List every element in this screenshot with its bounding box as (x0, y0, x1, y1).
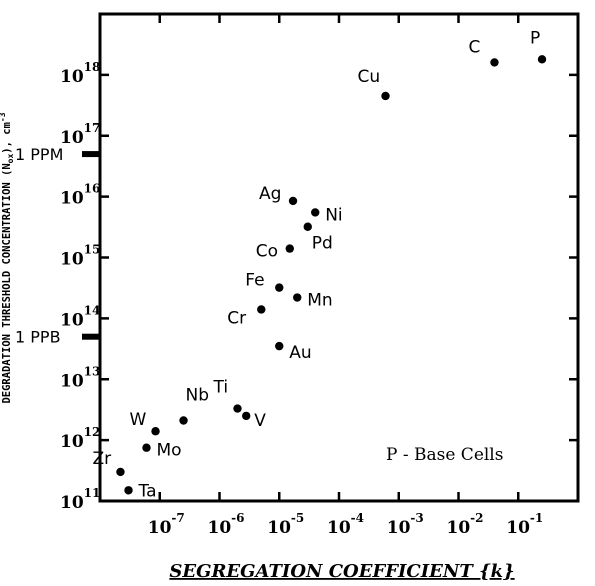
x-tick-exponent: -3 (410, 511, 423, 525)
y-tick-base: 10 (60, 493, 84, 513)
y-tick-exponent: 14 (84, 303, 101, 317)
point-label: Ag (259, 184, 281, 204)
x-tick-base: 10 (327, 518, 351, 538)
x-tick-exponent: -1 (530, 511, 543, 525)
y-tick-label: 1017 (60, 121, 100, 148)
data-point (288, 196, 298, 206)
axis-ticks (98, 14, 580, 503)
y-tick-label: 1014 (60, 303, 100, 330)
point-label: Nb (186, 386, 210, 406)
point-label: P (530, 28, 540, 48)
y-tick-exponent: 13 (84, 364, 101, 378)
data-point (303, 222, 312, 231)
data-point (257, 305, 266, 314)
x-tick-label: 10-7 (148, 511, 185, 538)
point-label: Au (289, 343, 311, 363)
x-tick-label: 10-6 (208, 511, 245, 538)
point-label: Cr (227, 308, 246, 328)
data-point (151, 427, 160, 436)
data-point (285, 244, 294, 253)
y-tick-label: 1016 (60, 182, 100, 209)
x-tick-labels: 10-7 10-6 10-5 10-4 10-3 10-2 10-1 (148, 511, 544, 538)
y-tick-exponent: 12 (84, 425, 101, 439)
x-axis-label: SEGREGATION COEFFICIENT {k} (169, 561, 514, 582)
data-point (275, 283, 284, 292)
data-point (490, 58, 499, 67)
reference-label: 1 PPM (15, 145, 63, 164)
x-tick-base: 10 (267, 518, 291, 538)
x-tick-label: 10-1 (506, 511, 543, 538)
y-tick-label: 1018 (60, 60, 100, 87)
y-tick-base: 10 (60, 310, 84, 330)
data-point (293, 293, 302, 302)
x-tick-exponent: -2 (470, 511, 483, 525)
x-tick-base: 10 (506, 518, 530, 538)
y-tick-label: 1013 (60, 364, 100, 391)
y-tick-base: 10 (60, 250, 84, 270)
reference-mark (82, 333, 100, 340)
point-label: Zr (92, 449, 111, 469)
x-tick-exponent: -6 (231, 511, 244, 525)
x-tick-exponent: -7 (171, 511, 184, 525)
y-tick-exponent: 17 (84, 121, 101, 135)
x-tick-exponent: -5 (291, 511, 304, 525)
point-label: Co (256, 242, 278, 262)
point-label: Ta (138, 481, 157, 501)
y-axis-label-sup: -3 (0, 112, 7, 122)
data-point (142, 443, 151, 452)
y-axis-label-suffix: ), cm (1, 122, 13, 154)
data-point (381, 91, 390, 101)
point-label: Fe (245, 271, 264, 291)
y-tick-label: 1012 (60, 425, 100, 452)
plot-frame (98, 12, 580, 503)
x-tick-base: 10 (387, 518, 411, 538)
point-label: C (468, 37, 480, 57)
x-tick-base: 10 (148, 518, 172, 538)
y-tick-base: 10 (60, 67, 84, 87)
data-point (242, 411, 251, 421)
x-tick-label: 10-3 (387, 511, 424, 538)
y-tick-exponent: 15 (84, 243, 101, 257)
reference-lines: 1 PPM 1 PPB (15, 145, 100, 347)
data-points: Ta Zr Mo W Nb Ti V Au Cr Fe Mn Co Pd Ni Ag Cu C P (92, 28, 547, 501)
point-label: W (130, 410, 147, 430)
y-tick-exponent: 18 (84, 60, 101, 74)
y-axis-label-sub: ox (6, 154, 15, 164)
point-label: Cu (357, 67, 380, 87)
x-tick-label: 10-2 (447, 511, 484, 538)
reference-label: 1 PPB (15, 328, 61, 347)
x-tick-exponent: -4 (351, 511, 364, 525)
point-label: Ti (212, 378, 228, 398)
y-tick-exponent: 11 (84, 486, 101, 500)
data-point (275, 341, 284, 351)
y-tick-exponent: 16 (84, 182, 101, 196)
annotation-text: P - Base Cells (386, 445, 503, 465)
y-tick-label: 1011 (60, 486, 100, 513)
data-point (233, 404, 242, 413)
y-axis-label-main: DEGRADATION THRESHOLD CONCENTRATION (N (1, 163, 13, 403)
x-tick-label: 10-5 (267, 511, 304, 538)
y-axis-label: DEGRADATION THRESHOLD CONCENTRATION (Nox… (0, 112, 15, 403)
point-label: Pd (312, 234, 333, 254)
point-label: V (254, 411, 266, 431)
x-tick-label: 10-4 (327, 511, 364, 538)
data-point (179, 416, 188, 425)
y-tick-base: 10 (60, 189, 84, 209)
x-tick-base: 10 (447, 518, 471, 538)
x-tick-base: 10 (208, 518, 232, 538)
data-point (124, 486, 133, 495)
point-label: Mn (307, 291, 332, 311)
reference-mark (82, 151, 100, 158)
y-tick-label: 1015 (60, 243, 100, 270)
point-label: Ni (325, 205, 342, 225)
point-label: Mo (156, 441, 181, 461)
y-tick-base: 10 (60, 128, 84, 148)
data-point (537, 55, 547, 64)
data-point (311, 208, 320, 217)
y-tick-base: 10 (60, 371, 84, 391)
y-tick-base: 10 (60, 432, 84, 452)
data-point (116, 467, 125, 477)
